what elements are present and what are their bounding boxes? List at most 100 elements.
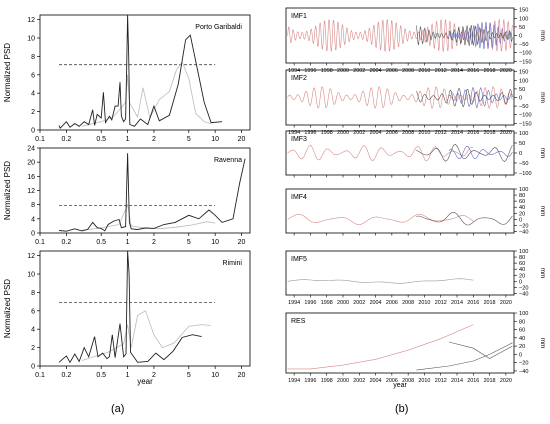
y-tick-label: 0: [519, 34, 522, 40]
x-tick-label: 2006: [386, 68, 398, 74]
x-tick-label: 2000: [337, 130, 349, 136]
y-tick-label: 50: [519, 87, 525, 93]
x-axis-label: year: [137, 377, 153, 386]
x-tick-label: 5: [187, 136, 191, 143]
x-tick-label: 1996: [304, 300, 316, 306]
y-tick-label: −50: [519, 104, 529, 110]
y-tick-label: 50: [519, 25, 525, 31]
x-tick-label: 2008: [402, 68, 414, 74]
imf-panel-name: IMF5: [291, 256, 307, 263]
x-tick-label: 1: [126, 372, 130, 379]
y-tick-label: −50: [519, 42, 529, 48]
y-tick-label: 0: [519, 279, 522, 285]
panel-label-a: (a): [111, 403, 125, 415]
x-tick-label: 2: [152, 239, 156, 246]
y-tick-label: 20: [519, 344, 525, 350]
x-tick-label: 2018: [484, 378, 496, 384]
x-tick-label: 2006: [386, 130, 398, 136]
x-tick-label: 2000: [337, 300, 349, 306]
y-tick-label: 6: [31, 72, 35, 79]
y-tick-label: 80: [519, 193, 525, 199]
x-tick-label: 1998: [321, 130, 333, 136]
x-tick-label: 2008: [402, 130, 414, 136]
psd-series-light: [81, 310, 212, 361]
x-tick-label: 2018: [484, 300, 496, 306]
imf-panel-name: IMF2: [291, 75, 307, 82]
x-tick-label: 2008: [402, 300, 414, 306]
y-tick-label: 20: [519, 211, 525, 217]
x-tick-label: 2020: [500, 378, 512, 384]
y-axis-label: Normalized PSD: [3, 43, 12, 102]
y-tick-label: 100: [519, 249, 528, 255]
imf-panel-name: RES: [291, 318, 306, 325]
x-tick-label: 5: [187, 239, 191, 246]
x-tick-label: 2020: [500, 130, 512, 136]
imf-series-line: [448, 145, 513, 160]
x-axis-label: year: [393, 382, 407, 389]
x-tick-label: 2: [152, 372, 156, 379]
x-tick-label: 0.2: [61, 136, 71, 143]
imf-series-line: [416, 87, 513, 108]
y-axis-unit: mm: [539, 92, 546, 103]
y-tick-label: 24: [27, 146, 35, 153]
x-tick-label: 0.1: [35, 239, 45, 246]
x-tick-label: 0.1: [35, 372, 45, 379]
y-tick-label: 10: [27, 272, 35, 279]
x-tick-label: 2002: [353, 68, 365, 74]
y-tick-label: −150: [519, 121, 532, 127]
y-axis-unit: mm: [539, 268, 546, 279]
x-tick-label: 2016: [467, 300, 479, 306]
y-tick-label: −100: [519, 113, 532, 119]
y-tick-label: 80: [519, 255, 525, 261]
y-axis-label: Normalized PSD: [3, 279, 12, 338]
y-tick-label: 8: [31, 54, 35, 61]
x-tick-label: 10: [211, 239, 219, 246]
x-tick-label: 2016: [467, 68, 479, 74]
imf-series-line: [287, 144, 474, 162]
x-tick-label: 2016: [467, 130, 479, 136]
x-tick-label: 0.5: [96, 136, 106, 143]
imf-panel-frame: [285, 188, 515, 234]
y-tick-label: 2: [31, 345, 35, 352]
x-tick-label: 20: [238, 239, 246, 246]
imf-panel-name: IMF3: [291, 136, 307, 143]
x-tick-label: 2018: [484, 68, 496, 74]
x-tick-label: 2006: [386, 378, 398, 384]
x-tick-label: 1: [126, 239, 130, 246]
y-tick-label: 4: [31, 91, 35, 98]
y-axis-label: Normalized PSD: [3, 161, 12, 220]
y-tick-label: −40: [519, 369, 529, 375]
y-tick-label: 0: [31, 364, 35, 371]
imf-panel-name: IMF4: [291, 194, 307, 201]
x-tick-label: 2016: [467, 378, 479, 384]
x-tick-label: 0.5: [96, 239, 106, 246]
x-tick-label: 1994: [288, 378, 300, 384]
y-tick-label: 60: [519, 261, 525, 267]
x-tick-label: 2012: [435, 68, 447, 74]
y-axis-unit: mm: [539, 338, 546, 349]
imf-series-line: [287, 278, 474, 284]
y-tick-label: 100: [519, 187, 528, 193]
x-tick-label: 2014: [451, 378, 463, 384]
imf-panel-name: IMF1: [291, 13, 307, 20]
y-tick-label: 16: [27, 174, 35, 181]
x-tick-label: 5: [187, 372, 191, 379]
x-tick-label: 2014: [451, 68, 463, 74]
y-tick-label: 100: [519, 16, 528, 22]
y-tick-label: 0: [519, 217, 522, 223]
y-tick-label: 2: [31, 109, 35, 116]
x-tick-label: 1998: [321, 68, 333, 74]
y-tick-label: 12: [27, 188, 35, 195]
x-tick-label: 2008: [402, 378, 414, 384]
x-tick-label: 2010: [418, 378, 430, 384]
x-tick-label: 2: [152, 136, 156, 143]
imf-series-line: [287, 213, 474, 226]
psd-panel-frame: [39, 14, 251, 131]
y-tick-label: 100: [519, 311, 528, 317]
x-tick-label: 1996: [304, 130, 316, 136]
imf-series-line: [416, 143, 513, 162]
y-tick-label: 20: [519, 273, 525, 279]
site-name: Ravenna: [214, 157, 242, 164]
y-tick-label: 40: [519, 205, 525, 211]
x-tick-label: 2004: [370, 378, 382, 384]
